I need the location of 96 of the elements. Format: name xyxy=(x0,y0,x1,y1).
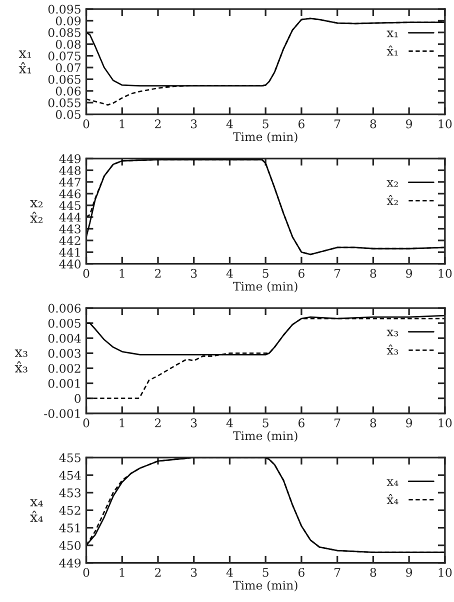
y-tick-label: 0.006 xyxy=(48,304,81,313)
x-tick-label: 2 xyxy=(155,568,161,577)
x-tick-label: 2 xyxy=(155,119,161,128)
x-tick-label: 0 xyxy=(83,418,90,428)
x-tick-label: 8 xyxy=(370,568,376,577)
x-tick-label: 10 xyxy=(438,418,452,428)
x-tick-label: 0 xyxy=(83,568,90,577)
x-axis-title: Time (min) xyxy=(233,431,298,442)
x-tick-label: 6 xyxy=(298,119,304,128)
legend-label: x̂₁ xyxy=(386,46,398,56)
y-tick-label: 447 xyxy=(59,178,81,186)
x-tick-label: 0 xyxy=(83,268,90,278)
legend-label: x̂₄ xyxy=(386,494,398,504)
x-axis-title: Time (min) xyxy=(233,132,298,143)
y-tick-label: 450 xyxy=(59,541,81,550)
y-tick-label: 0.005 xyxy=(48,318,80,328)
x-tick-label: 6 xyxy=(298,418,304,428)
x-tick-label: 3 xyxy=(191,119,197,128)
x-tick-label: 6 xyxy=(298,568,304,577)
y-tick-label: 446 xyxy=(59,189,81,198)
x-tick-label: 8 xyxy=(370,268,376,278)
x-axis-title: Time (min) xyxy=(233,580,298,592)
y-tick-label: 453 xyxy=(59,488,81,498)
y-tick-label: 0.055 xyxy=(48,98,80,108)
x-tick-label: 4 xyxy=(226,418,233,428)
x-tick-label: 7 xyxy=(334,418,340,428)
line-series xyxy=(86,318,445,400)
y-tick-label: 452 xyxy=(59,506,80,515)
y-tick-label: 0.09 xyxy=(56,16,81,26)
x-tick-label: 9 xyxy=(406,568,412,577)
y-axis-title: x₃ x̂₃ xyxy=(14,350,28,372)
x-tick-label: 5 xyxy=(262,418,268,428)
x-tick-label: 3 xyxy=(191,568,197,577)
legend-label: x₄ xyxy=(386,479,398,486)
y-tick-label: 0.003 xyxy=(48,348,81,358)
x-tick-label: 1 xyxy=(120,119,124,128)
y-tick-label: 0.001 xyxy=(48,378,80,388)
legend-label: x̂₃ xyxy=(386,344,398,355)
x-tick-label: 3 xyxy=(191,268,197,278)
y-tick-label: 443 xyxy=(59,224,81,234)
legend-label: x̂₂ xyxy=(386,195,398,206)
x-tick-label: 3 xyxy=(191,418,197,428)
x-tick-label: 5 xyxy=(262,568,268,577)
y-tick-label: 440 xyxy=(59,260,81,268)
y-tick-label: 0.085 xyxy=(48,28,80,38)
y-tick-label: 0.07 xyxy=(56,63,81,72)
x-tick-label: 2 xyxy=(155,418,161,428)
y-tick-label: 0.002 xyxy=(48,364,80,373)
legend-label: x₃ xyxy=(386,330,398,336)
x-tick-label: 10 xyxy=(438,119,452,128)
legend-label: x₂ xyxy=(386,180,398,187)
y-axis-title: x₄ x̂₄ xyxy=(30,499,43,522)
x-tick-label: 1 xyxy=(120,568,124,577)
y-tick-label: 449 xyxy=(59,558,81,568)
x-tick-label: 2 xyxy=(155,268,161,278)
y-tick-label: 448 xyxy=(59,166,81,175)
x-tick-label: 4 xyxy=(226,268,233,278)
x-tick-label: 7 xyxy=(334,120,340,128)
x-tick-label: 8 xyxy=(370,119,376,128)
x-tick-label: 9 xyxy=(406,418,412,428)
x-tick-label: 7 xyxy=(334,568,340,577)
x-tick-label: 1 xyxy=(120,418,124,428)
x-tick-label: 1 xyxy=(120,268,124,278)
x-tick-label: 0 xyxy=(83,119,90,128)
x-axis-title: Time (min) xyxy=(233,282,298,292)
x-tick-label: 10 xyxy=(438,268,452,278)
x-tick-label: 8 xyxy=(370,418,376,428)
y-tick-label: 451 xyxy=(59,523,80,532)
x-tick-label: 5 xyxy=(262,120,268,128)
x-tick-label: 9 xyxy=(406,119,412,128)
y-axis-title: x₂ x̂₂ xyxy=(30,200,42,223)
y-tick-label: 455 xyxy=(59,453,80,462)
x-tick-label: 10 xyxy=(438,568,452,577)
y-tick-label: 0 xyxy=(74,394,81,403)
y-tick-label: 454 xyxy=(59,470,81,480)
y-tick-label: 442 xyxy=(59,236,80,245)
x-tick-label: 4 xyxy=(226,119,233,128)
y-tick-label: 444 xyxy=(59,212,81,222)
x-tick-label: 5 xyxy=(262,269,268,278)
y-tick-label: 0.004 xyxy=(48,334,81,343)
y-tick-label: 445 xyxy=(59,201,80,210)
y-tick-label: 441 xyxy=(59,248,80,257)
y-axis-title: x₁ x̂₁ xyxy=(18,50,31,74)
y-tick-label: 0.065 xyxy=(48,74,80,84)
y-tick-label: 0.095 xyxy=(48,4,80,14)
y-tick-label: 449 xyxy=(59,154,81,164)
x-tick-label: 9 xyxy=(406,268,412,278)
x-tick-label: 4 xyxy=(226,568,233,577)
legend-label: x₁ xyxy=(386,30,398,38)
y-tick-label: 0.06 xyxy=(56,86,81,96)
x-tick-label: 7 xyxy=(334,269,340,278)
y-tick-label: -0.001 xyxy=(44,409,80,418)
y-tick-label: 0.08 xyxy=(56,40,81,49)
x-tick-label: 6 xyxy=(298,268,304,278)
y-tick-label: 0.05 xyxy=(56,110,80,119)
y-tick-label: 0.075 xyxy=(48,52,80,60)
